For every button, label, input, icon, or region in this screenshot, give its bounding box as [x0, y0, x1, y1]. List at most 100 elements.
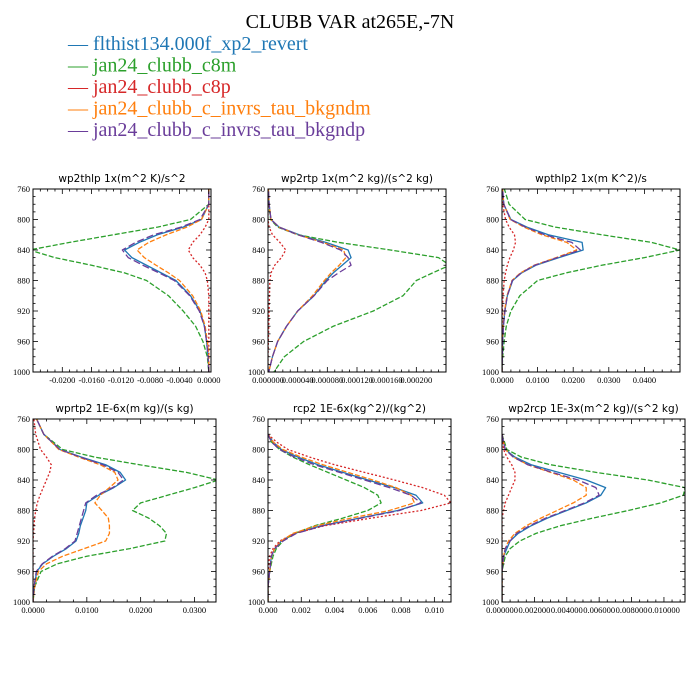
legend-line-marker: — — [67, 119, 93, 141]
panels: wp2thlp 1x(m^2 K)/s^2 760 800 840 880 920 960 1… — [13, 173, 686, 615]
tick-marks — [267, 188, 447, 373]
x-tick-label: -0.0080 — [137, 375, 163, 385]
y-tick-label: 1000 — [248, 597, 265, 607]
panel-frame — [267, 188, 447, 373]
y-tick-label: 960 — [17, 567, 30, 577]
y-tick-label: 880 — [252, 506, 265, 516]
x-tick-label: 0.0000 — [490, 375, 513, 385]
panel-frame — [32, 188, 212, 373]
y-tick-label: 1000 — [248, 367, 265, 377]
legend-label: flthist134.000f_xp2_revert — [93, 33, 308, 55]
y-tick-label: 960 — [17, 337, 30, 347]
y-tick-label: 880 — [252, 276, 265, 286]
y-tick-label: 960 — [252, 567, 265, 577]
panel: wp2rcp 1E-3x(m^2 kg)/(s^2 kg) 760 800 840 88… — [482, 403, 686, 615]
y-tick-label: 920 — [252, 536, 265, 546]
y-tick-label: 880 — [486, 276, 499, 286]
plot-area — [502, 434, 685, 602]
series-line-1 — [268, 433, 424, 602]
series-line-5 — [121, 189, 210, 372]
y-tick-label: 840 — [252, 245, 265, 255]
x-tick-label: 0.0000 — [197, 375, 220, 385]
y-tick-label: 1000 — [482, 367, 499, 377]
y-tick-label: 960 — [486, 337, 499, 347]
y-tick-label: 800 — [17, 445, 30, 455]
x-tick-label: 0.000200 — [400, 375, 432, 385]
x-tick-label: 0.0000 — [21, 605, 44, 615]
x-tick-label: 0.0400 — [633, 375, 656, 385]
plot-area — [268, 189, 446, 372]
tick-marks — [32, 188, 211, 373]
y-tick-label: 920 — [17, 306, 30, 316]
panel-frame — [501, 418, 686, 603]
panel: wpthlp2 1x(m K^2)/s 760 800 840 880 920 960 100… — [482, 173, 681, 385]
x-tick-label: 0.006000 — [583, 605, 615, 615]
y-tick-label: 800 — [252, 215, 265, 225]
series-line-5 — [502, 434, 600, 602]
legend-entry: — jan24_clubb_c8m — [67, 55, 237, 77]
legend-line-marker: — — [67, 33, 93, 55]
plot-area — [33, 189, 210, 372]
plot-area — [502, 189, 680, 372]
panel-title: wp2thlp 1x(m^2 K)/s^2 — [58, 173, 185, 185]
panel-title: wp2rtp 1x(m^2 kg)/(s^2 kg) — [281, 173, 433, 185]
x-tick-label: -0.0160 — [78, 375, 104, 385]
y-tick-label: 840 — [486, 475, 499, 485]
y-tick-label: 880 — [17, 276, 30, 286]
y-tick-label: 760 — [17, 184, 30, 194]
series-line-2 — [268, 189, 446, 372]
x-tick-label: 0.000000 — [252, 375, 284, 385]
y-tick-label: 1000 — [13, 597, 30, 607]
x-tick-label: 0.000160 — [371, 375, 403, 385]
legend-label: jan24_clubb_c_invrs_tau_bkgndp — [92, 119, 365, 141]
x-tick-label: 0.006 — [358, 605, 377, 615]
x-tick-label: 0.000000 — [486, 605, 518, 615]
series-line-1 — [502, 189, 584, 372]
panel: wp2thlp 1x(m^2 K)/s^2 760 800 840 880 920 960 1… — [13, 173, 220, 385]
series-line-5 — [268, 433, 422, 602]
series-line-4 — [502, 434, 587, 602]
legend: — flthist134.000f_xp2_revert— jan24_club… — [67, 33, 371, 141]
x-tick-label: 0.000040 — [282, 375, 314, 385]
tick-marks — [267, 418, 452, 603]
legend-entry: — jan24_clubb_c_invrs_tau_bkgndm — [67, 98, 371, 120]
x-tick-label: 0.0300 — [597, 375, 620, 385]
series-line-1 — [33, 419, 127, 602]
x-tick-label: 0.0200 — [129, 605, 152, 615]
x-tick-label: 0.010 — [425, 605, 444, 615]
series-line-4 — [136, 189, 210, 372]
legend-line-marker: — — [67, 76, 93, 98]
y-tick-label: 840 — [486, 245, 499, 255]
series-line-2 — [268, 433, 382, 602]
x-tick-label: -0.0120 — [108, 375, 134, 385]
y-tick-label: 960 — [252, 337, 265, 347]
y-tick-label: 880 — [17, 506, 30, 516]
x-tick-label: 0.004000 — [551, 605, 583, 615]
x-tick-label: 0.0100 — [75, 605, 98, 615]
x-tick-label: 0.008000 — [616, 605, 648, 615]
y-tick-label: 1000 — [13, 367, 30, 377]
series-line-3 — [268, 189, 287, 372]
panel-frame — [267, 418, 452, 603]
figure-title: CLUBB VAR at265E,-7N — [246, 11, 455, 33]
y-tick-label: 840 — [17, 475, 30, 485]
x-tick-label: 0.004 — [325, 605, 345, 615]
legend-entry: — jan24_clubb_c8p — [67, 76, 231, 98]
series-line-4 — [33, 419, 119, 602]
tick-marks — [32, 418, 216, 603]
series-line-1 — [268, 189, 352, 372]
y-tick-label: 800 — [17, 215, 30, 225]
y-tick-label: 800 — [486, 445, 499, 455]
panel-title: wprtp2 1E-6x(m kg)/(s kg) — [55, 403, 193, 415]
x-tick-label: 0.0100 — [526, 375, 549, 385]
series-line-2 — [502, 189, 680, 372]
plot-area — [33, 419, 216, 602]
panel: wp2rtp 1x(m^2 kg)/(s^2 kg) 760 800 840 880 92… — [248, 173, 447, 385]
y-tick-label: 880 — [486, 506, 499, 516]
series-line-2 — [33, 419, 216, 602]
y-tick-label: 920 — [486, 306, 499, 316]
y-tick-label: 800 — [486, 215, 499, 225]
y-tick-label: 840 — [252, 475, 265, 485]
series-line-2 — [502, 434, 685, 602]
